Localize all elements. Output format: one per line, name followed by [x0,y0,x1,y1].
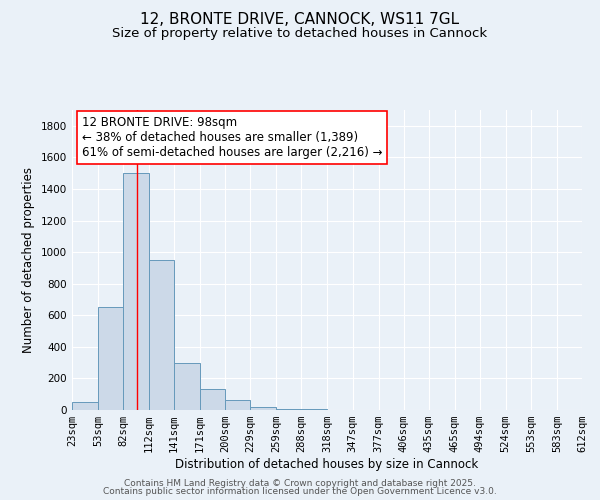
Bar [301,409,328,410]
X-axis label: Distribution of detached houses by size in Cannock: Distribution of detached houses by size … [175,458,479,471]
Bar [225,400,250,410]
Bar [72,402,98,410]
Bar [98,308,123,410]
Bar [200,390,225,410]
Text: Contains HM Land Registry data © Crown copyright and database right 2025.: Contains HM Land Registry data © Crown c… [124,478,476,488]
Bar [123,173,149,410]
Bar [250,407,277,410]
Y-axis label: Number of detached properties: Number of detached properties [22,167,35,353]
Bar [277,409,301,410]
Text: Size of property relative to detached houses in Cannock: Size of property relative to detached ho… [112,28,488,40]
Bar [174,362,200,410]
Text: 12, BRONTE DRIVE, CANNOCK, WS11 7GL: 12, BRONTE DRIVE, CANNOCK, WS11 7GL [140,12,460,28]
Text: Contains public sector information licensed under the Open Government Licence v3: Contains public sector information licen… [103,487,497,496]
Text: 12 BRONTE DRIVE: 98sqm
← 38% of detached houses are smaller (1,389)
61% of semi-: 12 BRONTE DRIVE: 98sqm ← 38% of detached… [82,116,383,159]
Bar [149,260,174,410]
